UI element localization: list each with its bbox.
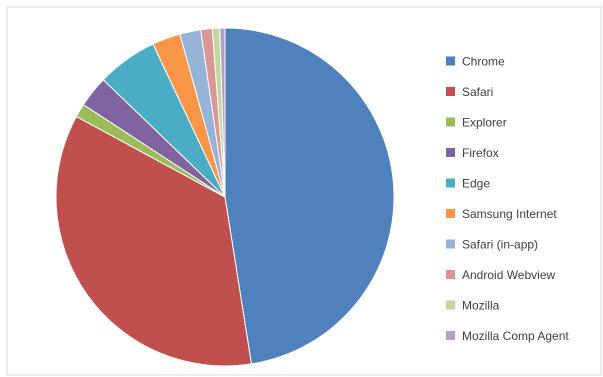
legend-swatch-samsung-internet	[446, 209, 455, 218]
legend-label-android-webview: Android Webview	[462, 268, 555, 282]
legend-label-mozilla: Mozilla	[462, 299, 500, 313]
legend-swatch-safari	[446, 87, 455, 96]
legend-item-edge: Edge	[446, 177, 490, 191]
legend-swatch-firefox	[446, 148, 455, 157]
legend-item-firefox: Firefox	[446, 146, 499, 160]
pie-slices	[55, 27, 395, 367]
legend-item-mozilla-comp-agent: Mozilla Comp Agent	[446, 329, 569, 343]
pie-slice-safari	[55, 115, 253, 367]
legend-label-explorer: Explorer	[462, 116, 507, 130]
legend-item-explorer: Explorer	[446, 116, 507, 130]
legend-item-samsung-internet: Samsung Internet	[446, 207, 557, 221]
legend-swatch-mozilla	[446, 300, 455, 310]
legend-item-safari-in-app: Safari (in-app)	[446, 238, 538, 252]
legend-label-samsung-internet: Samsung Internet	[462, 207, 557, 221]
legend-item-android-webview: Android Webview	[446, 268, 555, 282]
pie-slice-chrome	[224, 27, 395, 365]
legend-item-safari: Safari	[446, 85, 493, 99]
pie-slice-mozilla-comp-agent	[219, 27, 226, 198]
legend-label-safari-in-app: Safari (in-app)	[462, 238, 538, 252]
legend-swatch-edge	[446, 178, 455, 188]
legend-item-mozilla: Mozilla	[446, 299, 500, 313]
legend-label-safari: Safari	[462, 85, 493, 99]
legend-swatch-mozilla-comp-agent	[446, 331, 455, 340]
legend-label-mozilla-comp-agent: Mozilla Comp Agent	[462, 329, 569, 343]
legend-swatch-android-webview	[446, 270, 455, 279]
legend-swatch-chrome	[446, 56, 455, 66]
chart-area-border	[6, 6, 602, 376]
legend: Chrome Safari Explorer Firefox Edge Samsung I…	[446, 55, 569, 343]
legend-swatch-explorer	[446, 117, 455, 127]
legend-item-chrome: Chrome	[446, 55, 505, 69]
legend-label-firefox: Firefox	[462, 146, 499, 160]
legend-label-edge: Edge	[462, 177, 490, 191]
legend-swatch-safari-in-app	[446, 239, 455, 249]
legend-label-chrome: Chrome	[462, 55, 505, 69]
